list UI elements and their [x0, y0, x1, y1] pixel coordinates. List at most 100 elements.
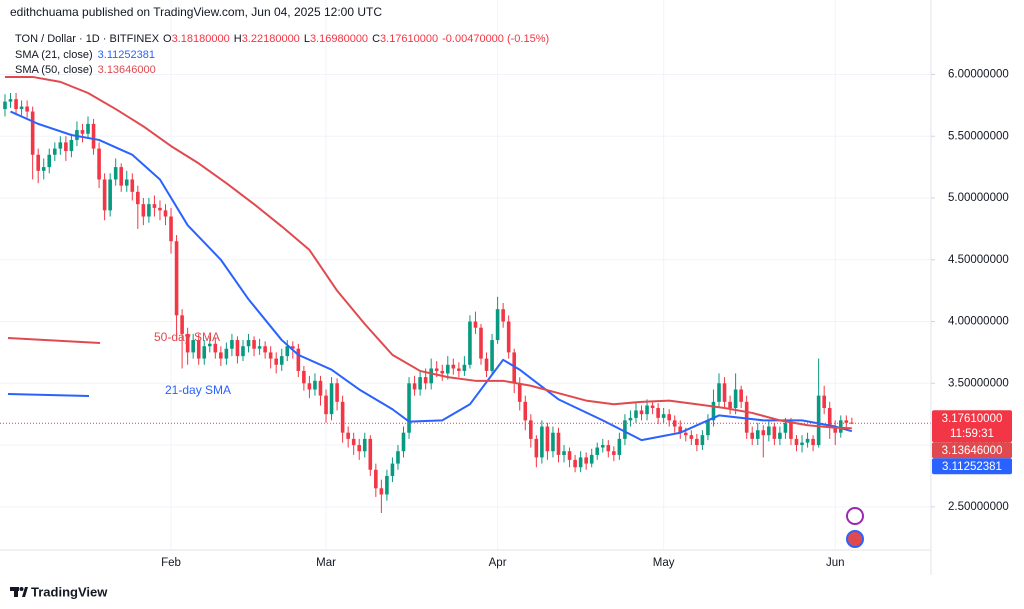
candle-body: [783, 422, 788, 433]
candle-body: [462, 364, 467, 371]
y-tick-label: 2.50000000: [948, 501, 1009, 513]
candle-body: [230, 340, 234, 349]
ohlc-key: L: [304, 33, 310, 45]
candle-body: [811, 438, 815, 446]
candle-body: [562, 451, 566, 455]
candle-body: [545, 426, 550, 452]
candle-body: [285, 346, 290, 357]
candle-body: [700, 435, 705, 446]
candle-body: [767, 426, 771, 436]
candle-body: [130, 179, 135, 192]
legend-entry: SMA (50, close) 3.13646000: [15, 64, 156, 76]
candle-body: [678, 426, 683, 433]
x-tick-label: Feb: [161, 557, 181, 569]
candle-body: [506, 321, 511, 353]
candle-body: [457, 368, 461, 371]
y-tick-label: 4.50000000: [948, 254, 1009, 266]
candle-body: [102, 179, 107, 211]
candle-body: [844, 420, 849, 423]
price-badge-label: 3.13646000: [942, 445, 1003, 457]
candle-body: [634, 410, 638, 418]
candle-body: [362, 438, 367, 452]
price-badge-label: 3.17610000: [942, 413, 1003, 425]
candle-body: [473, 321, 478, 328]
candle-body: [30, 111, 35, 155]
candle-body: [8, 99, 13, 102]
candle-body: [357, 445, 362, 452]
x-tick-label: Mar: [316, 557, 336, 569]
candle-body: [86, 123, 90, 134]
candle-body: [268, 352, 273, 359]
candle-body: [274, 358, 279, 365]
candle-body: [19, 106, 24, 110]
candle-body: [683, 432, 688, 436]
candle-body: [91, 123, 96, 149]
candle-body: [612, 451, 616, 455]
candle-body: [47, 154, 52, 168]
candle-body: [235, 340, 240, 357]
price-badge: [932, 442, 1012, 459]
candle-body: [219, 352, 223, 359]
candle-body: [445, 364, 450, 374]
candle-body: [540, 426, 544, 458]
candle-body: [573, 459, 577, 468]
candle-body: [794, 438, 799, 446]
candle-body: [589, 454, 594, 464]
candle-body: [401, 432, 406, 452]
candle-body: [667, 414, 671, 421]
logo-part: [19, 587, 24, 591]
candle-body: [346, 432, 350, 439]
change: -0.00470000 (-0.15%): [442, 33, 549, 45]
candle-body: [661, 414, 666, 418]
price-badge-label: 3.11252381: [942, 461, 1002, 473]
candle-body: [468, 321, 472, 365]
candle-body: [451, 364, 456, 369]
candle-body: [800, 442, 804, 446]
candle-body: [551, 432, 555, 452]
candle-body: [207, 343, 212, 347]
candle-body: [163, 210, 168, 217]
candle-body: [64, 142, 68, 152]
plot-area: [0, 75, 931, 513]
x-tick-label: May: [653, 557, 675, 569]
candle-body: [600, 445, 605, 448]
candle-body: [25, 106, 29, 112]
candle-body: [567, 451, 572, 460]
x-tick-label: Jun: [826, 557, 845, 569]
candle-body: [241, 346, 245, 357]
candle-body: [191, 340, 195, 353]
candle-body: [789, 422, 793, 439]
candle-body: [14, 99, 18, 110]
candle-body: [390, 463, 395, 476]
legend-value: 3.13646000: [98, 64, 156, 76]
indicator-icons: [846, 507, 864, 548]
logo-part: [22, 587, 28, 597]
candle-body: [152, 204, 157, 208]
candle-body: [850, 422, 854, 424]
candle-body: [838, 420, 843, 433]
candle-body: [805, 438, 810, 443]
icon: [846, 507, 864, 525]
candle-body: [595, 447, 600, 455]
candle-body: [689, 435, 694, 439]
candle-body: [224, 348, 229, 359]
icon: [846, 530, 864, 548]
candle-body: [185, 333, 190, 353]
y-tick-label: 3.50000000: [948, 377, 1009, 389]
candle-body: [291, 346, 295, 349]
symbol-line: TON / Dollar · 1D · BITFINEX O3.18180000 H…: [15, 33, 549, 45]
price-badge: [932, 410, 1012, 443]
ohlc-value: 3.16980000: [310, 33, 368, 45]
candle-body: [440, 370, 445, 374]
candle-body: [252, 340, 256, 349]
annotation: 50-day SMA: [154, 330, 220, 344]
candle-body: [639, 410, 644, 415]
y-tick-label: 5.50000000: [948, 130, 1009, 142]
candle-body: [617, 438, 622, 455]
x-tick-label: Apr: [489, 557, 507, 569]
candle-body: [606, 445, 611, 452]
candle-body: [379, 488, 384, 495]
candle-body: [36, 154, 40, 171]
candle-body: [257, 346, 262, 349]
